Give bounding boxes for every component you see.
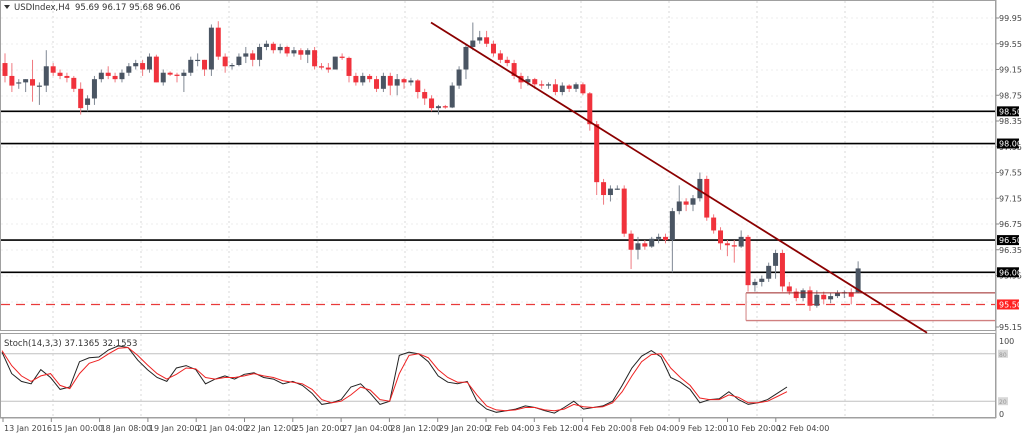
trendline[interactable]	[430, 21, 928, 334]
time-tick: 21 Jan 04:00	[197, 424, 248, 433]
chart-header: USDIndex,H4 95.69 96.17 95.68 96.06	[4, 3, 180, 13]
time-tick: 8 Feb 04:00	[632, 424, 679, 433]
time-tick: 9 Feb 12:00	[680, 424, 727, 433]
main-panel[interactable]	[0, 0, 996, 331]
price-level-label: 96.50	[999, 236, 1022, 245]
price-tick: 96.75	[999, 220, 1022, 229]
price-level-tag	[997, 235, 1019, 246]
time-tick: 12 Feb 04:00	[777, 424, 829, 433]
stoch-scale-label: 0	[999, 410, 1004, 419]
symbol-label: USDIndex,H4	[14, 3, 70, 13]
time-tick: 19 Jan 20:00	[149, 424, 200, 433]
time-tick: 25 Jan 20:00	[294, 424, 345, 433]
time-tick: 13 Jan 2016	[4, 424, 52, 433]
time-tick: 15 Jan 00:00	[52, 424, 103, 433]
price-level-tag	[997, 138, 1019, 149]
time-tick: 29 Jan 20:00	[439, 424, 490, 433]
indicator-label: Stoch(14,3,3) 37.1365 32.1553	[4, 339, 137, 349]
price-tick: 96.35	[999, 246, 1022, 255]
price-tick: 99.15	[999, 66, 1022, 75]
time-tick: 27 Jan 04:00	[342, 424, 393, 433]
price-tick: 97.15	[999, 194, 1022, 203]
time-tick: 28 Jan 12:00	[390, 424, 441, 433]
price-tick: 99.55	[999, 40, 1022, 49]
stochastic-lines	[1, 345, 995, 414]
price-axis[interactable]: 99.9599.5599.1598.7598.3597.9597.5597.15…	[995, 0, 1022, 419]
stoch-level-label: 80	[999, 352, 1007, 359]
time-tick: 4 Feb 20:00	[584, 424, 631, 433]
candles	[2, 21, 861, 311]
stoch-line-signal	[1, 346, 788, 412]
price-tick: 97.55	[999, 169, 1022, 178]
price-level-tag	[997, 106, 1019, 117]
stoch-scale-label: 100	[999, 337, 1014, 346]
price-level-label: 98.00	[999, 140, 1022, 149]
stoch-level-label: 20	[999, 399, 1007, 406]
time-tick: 2 Feb 04:00	[487, 424, 534, 433]
price-tick: 99.95	[999, 14, 1022, 23]
range-box	[745, 292, 995, 322]
ohlc-label: 95.69 96.17 95.68 96.06	[75, 3, 180, 13]
indicator-panel[interactable]	[0, 333, 996, 418]
price-level-tag	[997, 267, 1019, 278]
price-tick: 98.75	[999, 91, 1022, 100]
time-tick: 18 Jan 08:00	[101, 424, 152, 433]
trendline-segment[interactable]	[430, 21, 928, 334]
grid	[1, 1, 995, 417]
price-tick: 95.15	[999, 323, 1022, 332]
triangle-down-icon[interactable]	[4, 5, 10, 9]
price-tick: 98.35	[999, 117, 1022, 126]
price-level-label: 98.50	[999, 107, 1022, 116]
price-level-label: 95.50	[999, 300, 1022, 309]
time-tick: 22 Jan 12:00	[246, 424, 297, 433]
price-level-tag	[997, 299, 1019, 310]
price-level-label: 96.00	[999, 268, 1022, 277]
time-tick: 10 Feb 20:00	[729, 424, 781, 433]
time-tick: 3 Feb 12:00	[535, 424, 582, 433]
